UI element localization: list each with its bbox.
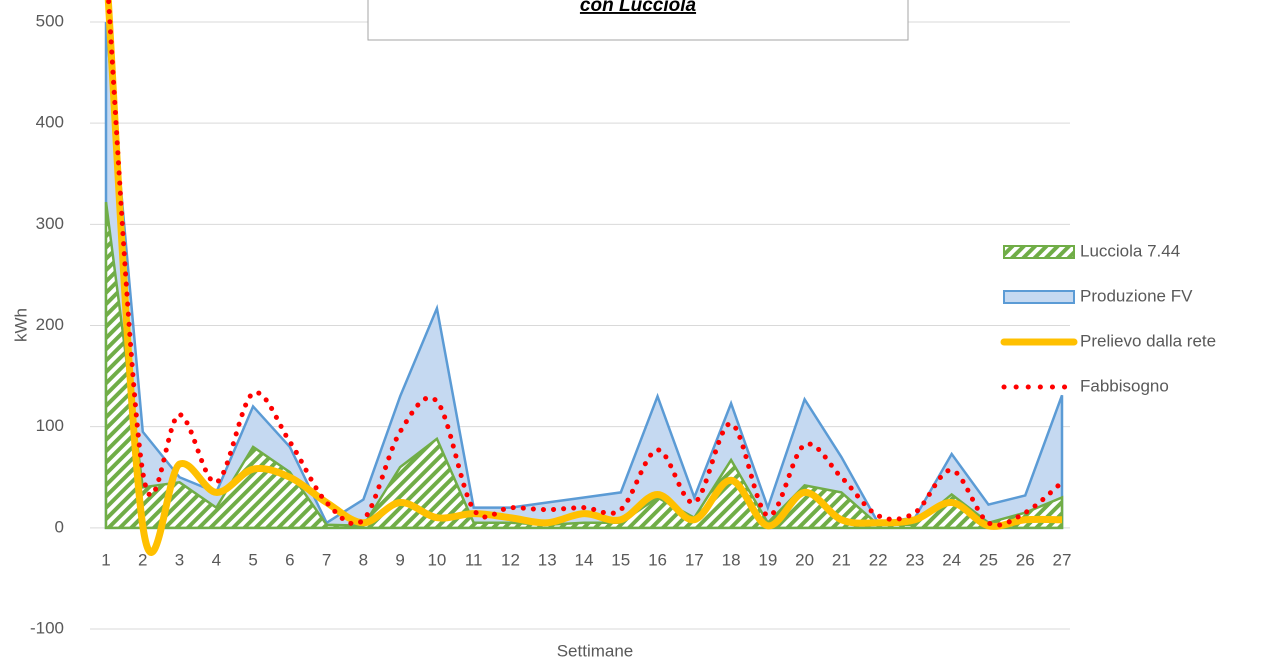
y-tick-label: -100 [30,618,64,637]
x-tick-label: 2 [138,550,147,569]
x-tick-label: 27 [1053,550,1072,569]
y-tick-label: 400 [36,113,64,132]
x-tick-label: 24 [942,550,961,569]
legend-label: Prelievo dalla rete [1080,331,1216,350]
y-tick-label: 200 [36,315,64,334]
legend: Lucciola 7.44 Produzione FV Prelievo dalla… [1000,241,1216,395]
y-axis-label: kWh [11,308,30,342]
legend-label: Produzione FV [1080,286,1193,305]
x-tick-label: 14 [575,550,594,569]
y-tick-label: 300 [36,214,64,233]
legend-swatch [1003,245,1075,259]
y-tick-label: 500 [36,11,64,30]
x-tick-label: 12 [501,550,520,569]
x-tick-label: 9 [395,550,404,569]
x-tick-label: 7 [322,550,331,569]
legend-swatch [1003,290,1075,304]
x-tick-label: 8 [359,550,368,569]
x-tick-label: 10 [427,550,446,569]
x-tick-label: 15 [611,550,630,569]
legend-label: Lucciola 7.44 [1080,241,1180,260]
x-tick-label: 19 [758,550,777,569]
x-tick-label: 18 [722,550,741,569]
x-tick-label: 16 [648,550,667,569]
x-tick-label: 13 [538,550,557,569]
x-tick-label: 6 [285,550,294,569]
x-axis-label: Settimane [557,641,634,660]
y-tick-label: 100 [36,416,64,435]
x-tick-label: 1 [101,550,110,569]
x-tick-label: 11 [465,550,483,569]
x-tick-label: 3 [175,550,184,569]
x-tick-label: 22 [869,550,888,569]
x-tick-label: 20 [795,550,814,569]
y-tick-label: 0 [55,517,64,536]
x-tick-label: 23 [905,550,924,569]
legend-label: Fabbisogno [1080,376,1169,395]
chart-title: con Lucciola [580,0,697,16]
x-tick-label: 21 [832,550,851,569]
line [104,0,1063,556]
title-box [367,0,909,41]
x-tick-label: 25 [979,550,998,569]
area [104,21,1064,530]
plot-area [104,0,1065,556]
x-tick-label: 26 [1016,550,1035,569]
x-tick-label: 17 [685,550,704,569]
x-tick-label: 5 [248,550,257,569]
area [104,201,1064,530]
dotted-line [106,0,1065,528]
x-tick-label: 4 [212,550,221,569]
